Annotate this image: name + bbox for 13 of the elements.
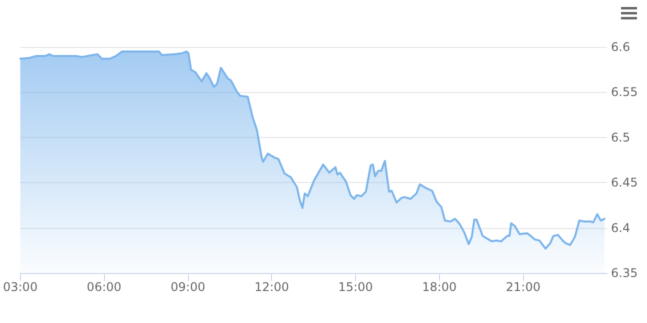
y-tick-label: 6.35: [611, 266, 638, 280]
y-tick-label: 6.5: [611, 130, 630, 144]
x-tick-label: 18:00: [422, 280, 457, 294]
x-tick-label: 15:00: [338, 280, 373, 294]
x-tick-label: 12:00: [254, 280, 290, 294]
x-tick-label: 09:00: [170, 280, 206, 294]
y-tick-label: 6.4: [611, 220, 630, 235]
y-tick-label: 6.45: [611, 176, 638, 190]
x-tick-label: 21:00: [506, 280, 540, 294]
x-tick-label: 03:00: [2, 280, 38, 294]
y-tick-label: 6.6: [611, 40, 630, 54]
x-tick-label: 06:00: [86, 280, 122, 294]
y-tick-label: 6.55: [611, 85, 638, 100]
